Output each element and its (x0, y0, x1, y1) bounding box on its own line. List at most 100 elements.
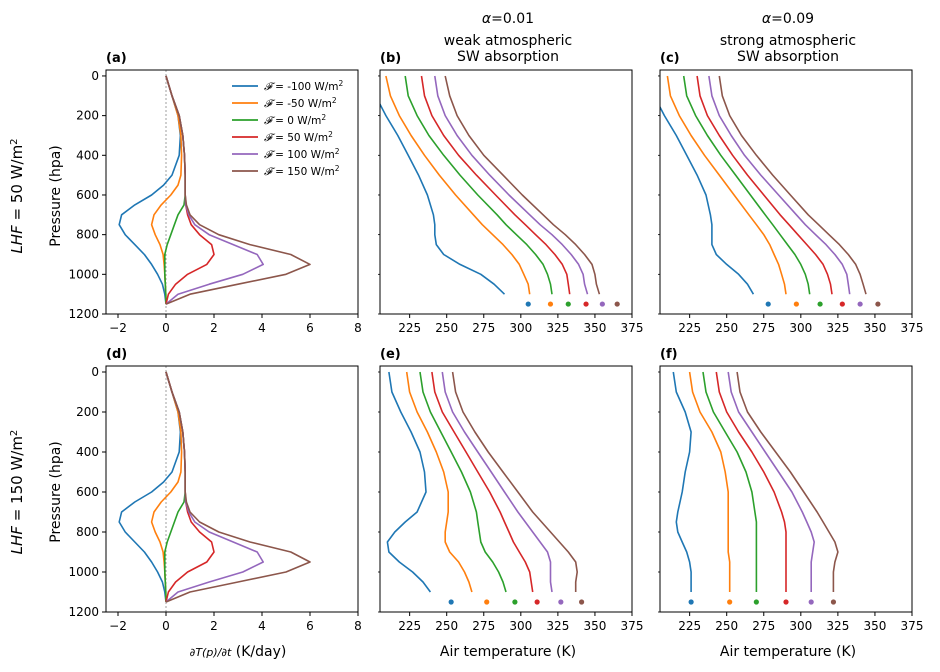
series-line-4 (165, 371, 215, 603)
x-tick-label: 375 (621, 321, 644, 335)
panel-label: (e) (380, 347, 401, 362)
y-tick-label: 400 (76, 148, 99, 162)
y-tick-label: 800 (76, 525, 99, 539)
col-header-weak-line3: SW absorption (457, 49, 559, 65)
surface-point-3 (753, 599, 759, 605)
series-line-6 (451, 371, 578, 592)
x-tick-label: 250 (715, 321, 738, 335)
x-tick-label: 6 (306, 619, 314, 633)
row-label-2-sup: 2 (9, 430, 20, 436)
series-line-3 (404, 75, 553, 295)
y-tick-label: 200 (76, 109, 99, 123)
series-line-1 (660, 105, 755, 295)
x-tick-label: 325 (826, 321, 849, 335)
surface-point-3 (512, 599, 518, 605)
x-tick-label: 350 (583, 619, 606, 633)
alpha-value-strong: =0.09 (771, 11, 814, 27)
panel-label: (c) (660, 51, 680, 66)
axes-frame (379, 365, 633, 613)
series-line-1 (118, 75, 182, 305)
surface-point-3 (565, 301, 571, 307)
series-line-5 (165, 75, 264, 305)
panel-d: −2 0 2 4 6 8 0 200 400 600 800 1000 1200 (d) (68, 347, 361, 633)
series-line-3 (682, 75, 811, 295)
legend: 𝓕 = -100 W/m2 𝓕 = -50 W/m2 𝓕 = 0 W/m2 𝓕 = 5… (232, 79, 344, 178)
x-tick-label: 0 (162, 619, 170, 633)
series-line-4 (431, 371, 534, 593)
y-tick-label: 400 (76, 445, 99, 459)
row-label-1-prefix: LHF (8, 225, 26, 254)
x-tick-label: 275 (472, 619, 495, 633)
x-tick-label: 300 (509, 619, 532, 633)
x-label-temp-e: Air temperature (K) (440, 644, 576, 660)
y-tick-label: 1000 (68, 565, 99, 579)
row-label-2: LHF = 150 W/m2 (8, 430, 26, 555)
surface-point-5 (558, 599, 564, 605)
surface-point-1 (525, 301, 531, 307)
x-tick-label: 250 (435, 321, 458, 335)
panel-label: (b) (380, 51, 401, 66)
series-line-1 (386, 371, 432, 593)
series-line-5 (434, 75, 589, 295)
series-line-1 (672, 371, 692, 592)
series-line-4 (420, 75, 571, 295)
y-tick-label: 1000 (68, 267, 99, 281)
y-tick-label: 1200 (68, 307, 99, 321)
x-tick-label: 300 (789, 619, 812, 633)
x-tick-label: 275 (752, 321, 775, 335)
surface-point-6 (875, 301, 881, 307)
legend-label-5: 𝓕 = 100 W/m2 (264, 147, 340, 162)
x-tick-label: 375 (901, 321, 924, 335)
surface-point-6 (579, 599, 585, 605)
series-line-4 (696, 75, 833, 295)
y-tick-label: 600 (76, 188, 99, 202)
series-line-1 (380, 102, 506, 295)
surface-point-4 (783, 599, 789, 605)
series-line-6 (718, 75, 867, 295)
panel-f: 225 250 275 300 325 350 375 (f) (658, 347, 923, 633)
y-tick-label: 0 (91, 365, 99, 379)
x-tick-label: 300 (509, 321, 532, 335)
alpha-value-weak: =0.01 (491, 11, 534, 27)
x-tick-label: 0 (162, 321, 170, 335)
x-tick-label: −2 (109, 321, 127, 335)
series-line-6 (165, 75, 311, 305)
legend-label-3: 𝓕 = 0 W/m2 (264, 113, 326, 128)
x-tick-label: 225 (398, 619, 421, 633)
series-line-4 (165, 75, 215, 305)
surface-point-5 (808, 599, 814, 605)
alpha-label-weak: α=0.01 (482, 11, 534, 27)
x-tick-label: 2 (210, 321, 218, 335)
panel-label: (f) (660, 347, 678, 362)
series-line-6 (165, 371, 311, 603)
panel-a: −2 0 2 4 6 8 0 200 400 600 800 1000 1200 (a) (68, 51, 361, 335)
y-tick-label: 200 (76, 405, 99, 419)
x-tick-label: 6 (306, 321, 314, 335)
panel-b: 225 250 275 300 325 350 375 (b) (378, 51, 644, 335)
panel-c: 225 250 275 300 325 350 375 (c) (658, 51, 924, 335)
surface-point-2 (547, 301, 554, 307)
x-label-heating: ∂T(p)/∂t (K/day) (190, 644, 287, 660)
axes-frame (105, 365, 359, 613)
panel-label: (d) (106, 347, 127, 362)
row-label-2-text: = 150 W/m (8, 436, 26, 526)
x-tick-label: 8 (354, 619, 362, 633)
surface-point-4 (534, 599, 540, 605)
series-line-5 (165, 371, 264, 603)
axes-frame (659, 69, 913, 315)
x-label-temp-f: Air temperature (K) (720, 644, 856, 660)
alpha-label-strong: α=0.09 (762, 11, 814, 27)
x-tick-label: 325 (546, 619, 569, 633)
series-line-2 (405, 371, 473, 593)
x-tick-label: 250 (715, 619, 738, 633)
surface-point-4 (583, 301, 589, 307)
surface-point-6 (614, 301, 620, 307)
y-label-top: Pressure (hpa) (48, 145, 64, 247)
surface-point-4 (839, 301, 845, 307)
x-tick-label: 325 (546, 321, 569, 335)
x-tick-label: 325 (826, 619, 849, 633)
y-tick-label: 0 (91, 69, 99, 83)
series-line-5 (727, 371, 815, 592)
y-tick-label: 800 (76, 228, 99, 242)
